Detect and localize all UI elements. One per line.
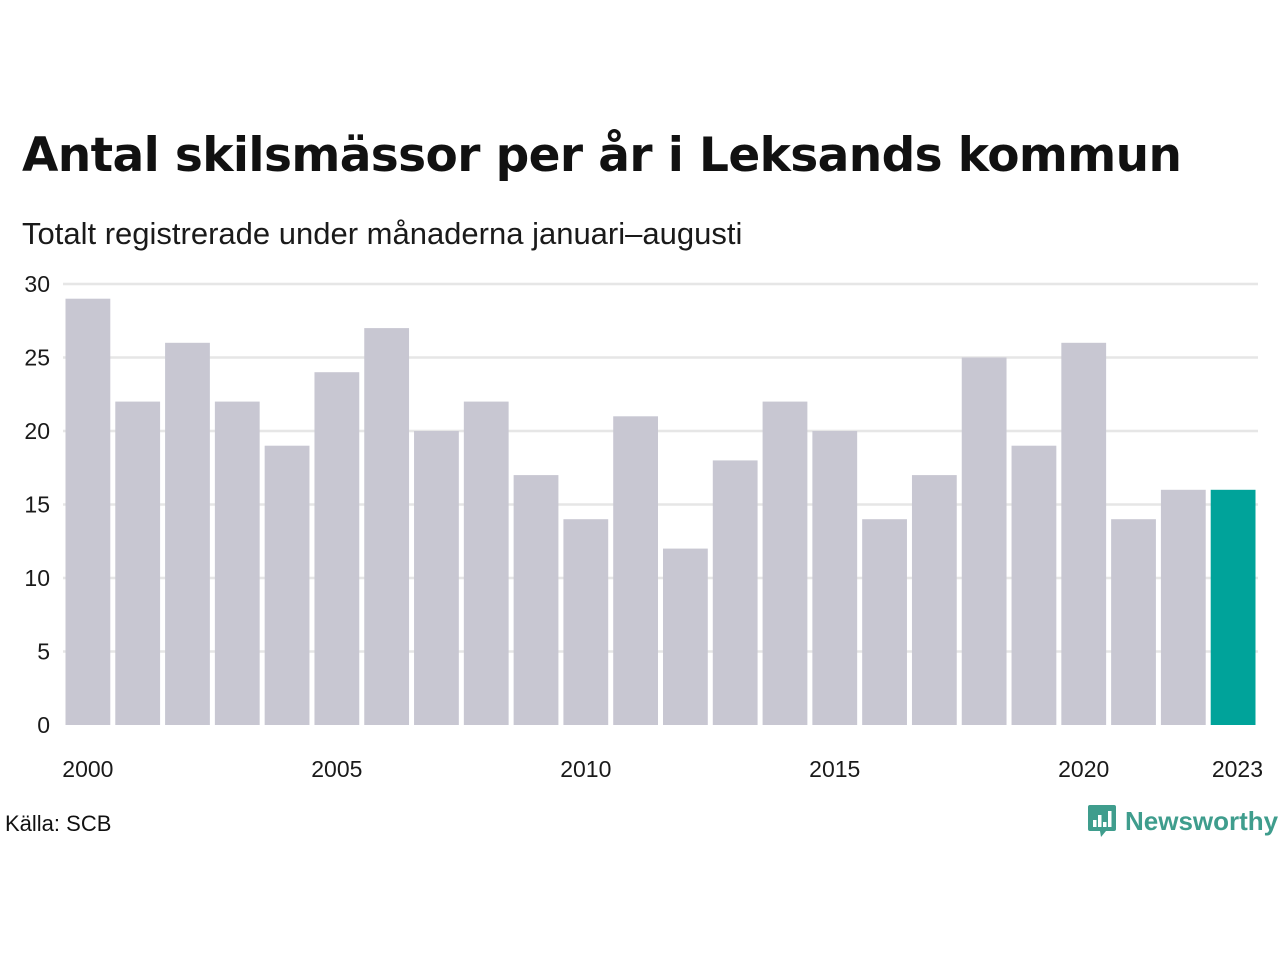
- bar-2017: [911, 475, 957, 725]
- y-axis-ticks: 0 5 10 15 20 25 30: [24, 271, 50, 738]
- bar-chart: 0 5 10 15 20 25 30 2000 2005 2010 2015 2020 2023: [24, 271, 1263, 782]
- bar-2009: [513, 475, 559, 725]
- bar-2022: [1160, 489, 1206, 725]
- bar-2014: [762, 401, 808, 725]
- bar-2010: [563, 519, 609, 725]
- y-tick-label: 30: [24, 271, 50, 297]
- y-tick-label: 5: [37, 639, 50, 665]
- brand-logo[interactable]: Newsworthy: [1087, 803, 1278, 839]
- y-tick-label: 10: [24, 565, 50, 591]
- gridlines: [63, 282, 1258, 653]
- x-tick-label: 2010: [560, 756, 611, 782]
- chart-title: Antal skilsmässor per år i Leksands komm…: [22, 128, 1182, 183]
- x-tick-label: 2023: [1212, 756, 1263, 782]
- y-tick-label: 25: [24, 345, 50, 371]
- y-tick-label: 15: [24, 492, 50, 518]
- bar-2007: [414, 431, 459, 725]
- x-tick-label: 2000: [62, 756, 113, 782]
- bar-2005: [314, 372, 360, 725]
- x-tick-label: 2005: [311, 756, 362, 782]
- brand-name: Newsworthy: [1125, 805, 1279, 836]
- bar-2012: [663, 548, 708, 725]
- bar-2006: [364, 328, 410, 725]
- bar-2021: [1111, 519, 1156, 725]
- y-tick-label: 0: [37, 712, 50, 738]
- bar-2013: [712, 460, 758, 725]
- bar-2011: [613, 416, 658, 725]
- bar-2003: [214, 401, 260, 725]
- x-tick-label: 2020: [1058, 756, 1109, 782]
- bar-2004: [264, 445, 310, 725]
- bar-chart-bubble-icon: [1088, 805, 1116, 837]
- bar-2000: [65, 298, 111, 725]
- x-axis-ticks: 2000 2005 2010 2015 2020 2023: [62, 756, 1263, 782]
- bar-2019: [1011, 445, 1057, 725]
- x-tick-label: 2015: [809, 756, 860, 782]
- bar-2023: [1210, 489, 1256, 725]
- bar-2018: [961, 357, 1007, 725]
- bar-2015: [812, 431, 858, 725]
- bar-2002: [165, 342, 210, 725]
- chart-subtitle: Totalt registrerade under månaderna janu…: [22, 216, 743, 251]
- source-label: Källa: SCB: [5, 811, 112, 836]
- bars: [65, 298, 1256, 725]
- bar-2008: [463, 401, 509, 725]
- y-tick-label: 20: [24, 418, 50, 444]
- bar-2001: [115, 401, 161, 725]
- bar-2020: [1061, 342, 1107, 725]
- bar-2016: [862, 519, 907, 725]
